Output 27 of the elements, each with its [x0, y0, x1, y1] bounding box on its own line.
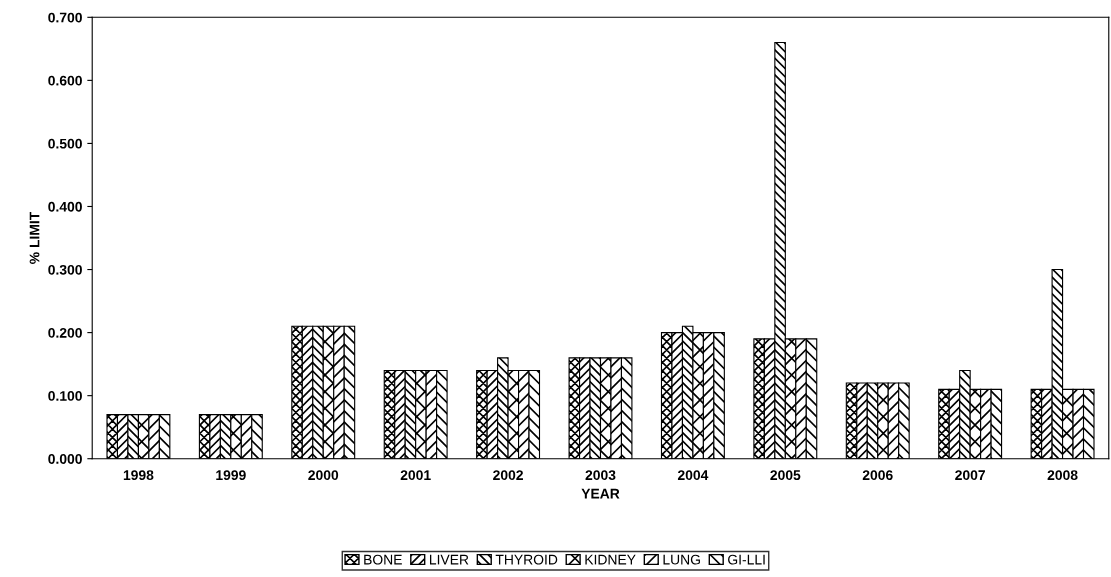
y-axis-title: % LIMIT [29, 211, 40, 264]
x-tick-label: 2007 [955, 470, 985, 481]
legend-label: THYROID [495, 554, 558, 565]
y-tick-label: 0.200 [48, 327, 82, 338]
x-tick-label: 2001 [400, 470, 431, 481]
x-tick-label: 2006 [862, 470, 893, 481]
legend-label: BONE [364, 554, 402, 565]
legend-label: KIDNEY [585, 554, 636, 565]
y-tick-label: 0.000 [48, 454, 82, 464]
y-tick-label: 0.100 [48, 390, 82, 401]
x-tick-label: 1999 [216, 470, 246, 481]
x-tick-label: 2003 [585, 470, 616, 481]
legend-label: LIVER [430, 554, 469, 565]
y-tick-label: 0.400 [48, 201, 82, 212]
y-tick-label: 0.700 [48, 12, 82, 23]
x-tick-label: 2008 [1047, 470, 1078, 481]
x-tick-label: 2004 [677, 470, 709, 481]
y-tick-label: 0.500 [48, 138, 82, 149]
x-axis-title: YEAR [581, 488, 620, 499]
x-tick-label: 2002 [493, 470, 523, 481]
legend-label: LUNG [663, 554, 700, 565]
y-tick-label: 0.300 [48, 264, 82, 275]
legend-label: GI-LLI [728, 554, 765, 565]
x-tick-label: 2000 [308, 470, 339, 481]
x-tick-label: 2005 [770, 470, 801, 481]
x-tick-label: 1998 [123, 470, 154, 481]
y-tick-label: 0.600 [48, 75, 82, 86]
